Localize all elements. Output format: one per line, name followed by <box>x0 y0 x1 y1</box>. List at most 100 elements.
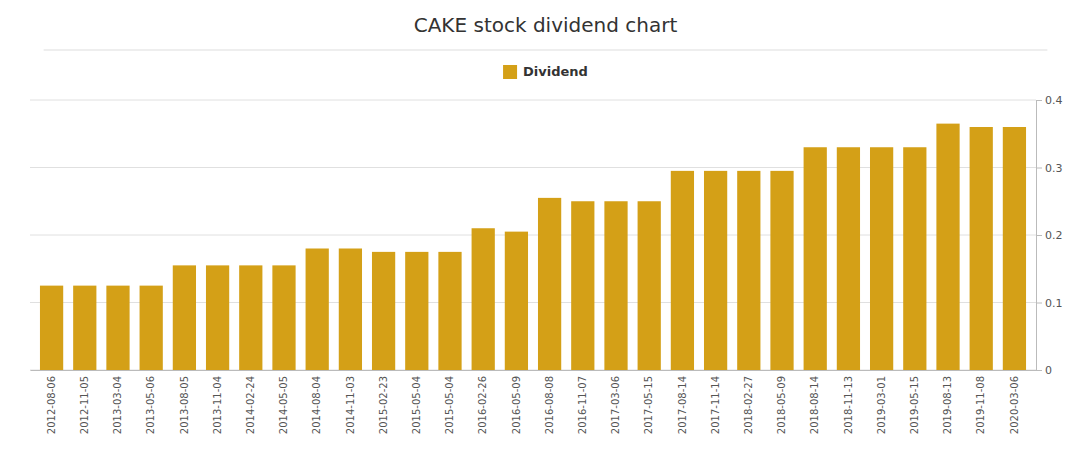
x-tick-label: 2012-08-06 <box>46 376 57 434</box>
x-tick-label: 2017-03-06 <box>610 376 621 434</box>
x-tick-label: 2018-08-14 <box>809 376 820 434</box>
bar <box>770 171 793 370</box>
bar <box>239 265 262 370</box>
x-tick: 2018-08-14 <box>809 370 820 434</box>
bar <box>73 286 96 370</box>
legend-label: Dividend <box>523 64 588 79</box>
bar <box>272 265 295 370</box>
y-tick-label: 0 <box>1045 364 1052 377</box>
x-tick-label: 2016-05-09 <box>511 376 522 434</box>
x-tick: 2017-08-14 <box>677 370 688 434</box>
x-tick-label: 2014-02-24 <box>245 376 256 434</box>
bar <box>206 265 229 370</box>
x-tick-label: 2017-11-14 <box>710 376 721 434</box>
x-tick: 2013-05-06 <box>145 370 156 434</box>
x-tick-label: 2018-11-13 <box>843 376 854 434</box>
x-tick-label: 2013-05-06 <box>145 376 156 434</box>
bar <box>173 265 196 370</box>
x-tick-label: 2017-08-14 <box>677 376 688 434</box>
y-tick-mark <box>1036 235 1042 236</box>
x-tick-label: 2015-05-04 <box>444 376 455 434</box>
bar <box>472 228 495 370</box>
x-tick: 2020-03-06 <box>1009 370 1020 434</box>
y-tick: 0.4 <box>1036 94 1063 107</box>
bar <box>970 127 993 370</box>
bars <box>40 124 1026 370</box>
x-tick-label: 2016-08-08 <box>544 376 555 434</box>
bar <box>870 147 893 370</box>
bar <box>936 124 959 370</box>
chart: CAKE stock dividend chart2012-08-062012-… <box>0 0 1091 450</box>
y-tick: 0.2 <box>1036 229 1063 242</box>
grid <box>30 100 1036 370</box>
x-tick: 2019-08-13 <box>942 370 953 434</box>
y-tick-label: 0.3 <box>1045 162 1063 175</box>
x-tick: 2015-05-04 <box>444 370 455 434</box>
bar <box>505 232 528 370</box>
bar <box>638 201 661 370</box>
bar <box>737 171 760 370</box>
bar <box>372 252 395 370</box>
x-tick-label: 2013-03-04 <box>112 376 123 434</box>
x-tick: 2013-08-05 <box>179 370 190 434</box>
x-tick: 2016-08-08 <box>544 370 555 434</box>
x-tick-label: 2012-11-05 <box>79 376 90 434</box>
x-tick-label: 2020-03-06 <box>1009 376 1020 434</box>
x-tick: 2015-05-04 <box>411 370 422 434</box>
bar <box>339 249 362 371</box>
x-tick: 2018-11-13 <box>843 370 854 434</box>
bar <box>40 286 63 370</box>
x-tick: 2018-05-09 <box>776 370 787 434</box>
axis-line <box>31 370 1037 371</box>
x-tick-label: 2013-08-05 <box>179 376 190 434</box>
bar <box>571 201 594 370</box>
plot: 2012-08-06 2012-11-05 2013-03-04 2013-05-06… <box>30 94 1063 434</box>
y-axis: 0 0.1 0.2 0.3 0.4 <box>1036 94 1063 377</box>
x-tick: 2016-02-26 <box>477 370 488 434</box>
x-axis: 2012-08-06 2012-11-05 2013-03-04 2013-05-06… <box>31 370 1037 434</box>
x-tick-label: 2016-02-26 <box>477 376 488 434</box>
separator <box>44 50 1048 51</box>
x-tick-label: 2016-11-07 <box>577 376 588 434</box>
x-tick-label: 2019-11-08 <box>975 376 986 434</box>
x-tick-label: 2014-05-05 <box>278 376 289 434</box>
bar <box>106 286 129 370</box>
y-tick: 0.1 <box>1036 297 1063 310</box>
x-tick: 2012-08-06 <box>46 370 57 434</box>
y-tick-mark <box>1036 168 1042 169</box>
bar <box>671 171 694 370</box>
title: CAKE stock dividend chart <box>414 13 678 37</box>
y-tick-mark <box>1036 100 1042 101</box>
x-tick: 2019-05-15 <box>909 370 920 434</box>
x-tick-label: 2015-05-04 <box>411 376 422 434</box>
x-tick: 2015-02-23 <box>378 370 389 434</box>
y-tick-label: 0.1 <box>1045 297 1063 310</box>
x-tick: 2012-11-05 <box>79 370 90 434</box>
x-tick: 2017-03-06 <box>610 370 621 434</box>
x-tick: 2017-11-14 <box>710 370 721 434</box>
x-tick-label: 2019-08-13 <box>942 376 953 434</box>
y-tick: 0.3 <box>1036 162 1063 175</box>
x-tick: 2013-11-04 <box>212 370 223 434</box>
x-tick-label: 2019-05-15 <box>909 376 920 434</box>
x-tick: 2019-03-01 <box>876 370 887 434</box>
x-tick: 2014-08-04 <box>311 370 322 434</box>
x-tick: 2014-02-24 <box>245 370 256 434</box>
x-tick: 2014-05-05 <box>278 370 289 434</box>
bar <box>1003 127 1026 370</box>
x-tick: 2013-03-04 <box>112 370 123 434</box>
legend: Dividend <box>503 64 588 80</box>
y-tick-mark <box>1036 370 1042 371</box>
x-tick-label: 2014-08-04 <box>311 376 322 434</box>
bar <box>903 147 926 370</box>
bar <box>140 286 163 370</box>
x-tick-label: 2019-03-01 <box>876 376 887 434</box>
y-tick-label: 0.4 <box>1045 94 1063 107</box>
bar <box>306 249 329 371</box>
x-tick: 2016-11-07 <box>577 370 588 434</box>
bar <box>604 201 627 370</box>
bar <box>538 198 561 370</box>
grid-line <box>30 100 1036 101</box>
x-tick: 2018-02-27 <box>743 370 754 434</box>
bar <box>837 147 860 370</box>
